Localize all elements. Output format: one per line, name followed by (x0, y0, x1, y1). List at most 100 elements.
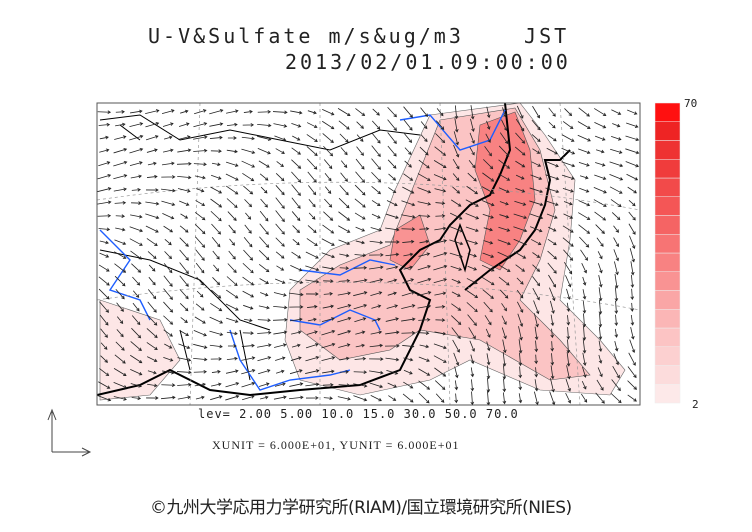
wind-arrow (132, 302, 140, 312)
wind-arrow (580, 393, 588, 403)
wind-arrow (466, 302, 478, 313)
wind-arrow (483, 227, 493, 232)
wind-arrow (115, 341, 125, 351)
wind-vectors (97, 105, 640, 405)
wind-arrow (465, 199, 479, 207)
wind-arrow (146, 238, 158, 246)
wind-arrow (516, 289, 524, 299)
wind-arrow (486, 120, 491, 130)
wind-arrow (305, 355, 320, 362)
wind-arrow (529, 200, 544, 207)
wind-arrow (275, 223, 285, 235)
wind-arrow (629, 235, 636, 249)
wind-arrow (210, 357, 223, 361)
wind-arrow (131, 187, 141, 192)
wind-arrow (434, 380, 446, 390)
wind-arrow (322, 108, 335, 116)
wind-arrow (257, 148, 271, 155)
wind-arrow (627, 186, 637, 194)
wind-arrow (163, 356, 174, 362)
wind-arrow (353, 265, 368, 270)
wind-arrow (164, 239, 172, 246)
wind-arrow (563, 249, 574, 261)
wind-arrow (340, 160, 348, 169)
wind-arrow (562, 237, 574, 247)
wind-arrow (610, 393, 622, 404)
wind-arrow (242, 262, 254, 274)
wind-arrow (291, 197, 301, 209)
wind-arrow (196, 188, 205, 193)
wind-arrow (613, 249, 620, 262)
wind-arrow (579, 236, 590, 248)
wind-arrow (292, 238, 300, 246)
wind-arrow (371, 213, 381, 219)
wind-arrow (610, 148, 623, 154)
wind-arrow (515, 187, 526, 193)
colorbar-swatch (654, 252, 681, 272)
wind-arrow (321, 329, 336, 336)
wind-arrow (518, 380, 523, 391)
wind-arrow (226, 149, 238, 154)
wind-arrow (337, 316, 352, 323)
wind-arrow (338, 239, 351, 246)
wind-arrow (211, 162, 221, 167)
wind-arrow (306, 122, 318, 129)
wind-arrow (546, 213, 558, 219)
wind-arrow (97, 200, 112, 205)
wind-arrow (177, 357, 192, 362)
wind-arrow (630, 314, 635, 326)
wind-arrow (630, 261, 635, 276)
wind-arrow (131, 396, 142, 401)
wind-arrow (290, 356, 302, 361)
wind-arrow (209, 108, 224, 115)
wind-arrow (582, 313, 587, 328)
wind-arrow (322, 133, 334, 144)
wind-arrow (417, 277, 432, 284)
wind-arrow (323, 211, 334, 221)
wind-arrow (369, 265, 384, 270)
wind-arrow (403, 369, 413, 375)
wind-arrow (194, 211, 206, 221)
wind-arrow (582, 289, 587, 300)
wind-arrow (179, 303, 189, 312)
wind-arrow (467, 314, 477, 326)
wind-arrow (452, 159, 460, 170)
wind-arrow (499, 201, 509, 206)
wind-arrow (257, 123, 272, 128)
wind-arrow (402, 344, 415, 349)
wind-arrow (578, 212, 591, 220)
wind-arrow (180, 213, 189, 219)
wind-arrow (242, 123, 255, 127)
wind-arrow (401, 304, 416, 310)
wind-arrow (497, 251, 512, 259)
map-border (96, 102, 641, 406)
colorbar-swatch (654, 271, 681, 291)
wind-arrow (388, 173, 397, 181)
wind-arrow (550, 341, 555, 352)
wind-arrow (627, 109, 638, 115)
wind-arrow (275, 197, 285, 209)
wind-arrow (434, 291, 447, 296)
wind-arrow (418, 368, 431, 376)
wind-arrow (450, 265, 463, 271)
wind-arrow (562, 187, 574, 193)
wind-arrow (482, 252, 495, 258)
wind-arrow (356, 121, 364, 129)
wind-arrow (614, 314, 619, 327)
wind-arrow (98, 264, 110, 272)
wind-arrow (451, 278, 461, 284)
wind-arrow (597, 367, 603, 378)
wind-arrow (145, 121, 160, 128)
wind-arrow (323, 291, 334, 296)
wind-arrow (193, 357, 208, 362)
wind-arrow (516, 301, 524, 313)
wind-arrow (369, 382, 384, 389)
wind-arrow (321, 317, 335, 323)
wind-arrow (481, 200, 495, 207)
wind-arrow (402, 278, 415, 284)
wind-arrow (258, 369, 271, 375)
wind-arrow (113, 368, 127, 377)
wind-arrow (451, 327, 461, 340)
wind-arrow (486, 378, 491, 393)
wind-arrow (225, 173, 239, 181)
